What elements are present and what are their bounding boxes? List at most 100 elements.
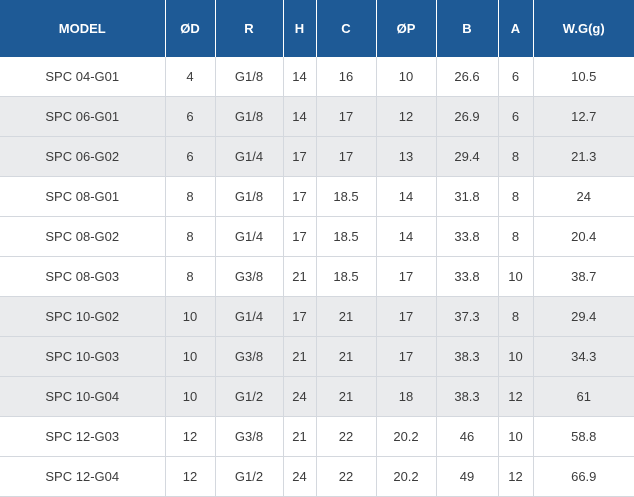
- cell-a: 12: [498, 376, 534, 417]
- cell-b: 33.8: [436, 256, 499, 297]
- table-row: SPC 10-G04 10 G1/2 24 21 18 38.3 12 61: [0, 376, 634, 417]
- cell-diameter-d: 10: [165, 376, 216, 417]
- cell-diameter-p: 20.2: [376, 416, 437, 457]
- cell-c: 17: [316, 136, 377, 177]
- cell-diameter-p: 17: [376, 336, 437, 377]
- cell-a: 10: [498, 256, 534, 297]
- cell-r: G1/4: [215, 216, 284, 257]
- cell-c: 21: [316, 296, 377, 337]
- cell-h: 21: [283, 336, 317, 377]
- cell-diameter-p: 14: [376, 176, 437, 217]
- cell-diameter-d: 12: [165, 416, 216, 457]
- table-row: SPC 10-G03 10 G3/8 21 21 17 38.3 10 34.3: [0, 336, 634, 377]
- cell-b: 46: [436, 416, 499, 457]
- table-row: SPC 08-G03 8 G3/8 21 18.5 17 33.8 10 38.7: [0, 256, 634, 297]
- cell-c: 22: [316, 416, 377, 457]
- header-weight: W.G(g): [533, 0, 634, 57]
- cell-h: 21: [283, 416, 317, 457]
- cell-model: SPC 08-G02: [0, 216, 166, 257]
- header-c: C: [316, 0, 377, 57]
- cell-diameter-d: 12: [165, 456, 216, 497]
- cell-diameter-p: 17: [376, 256, 437, 297]
- table-row: SPC 12-G03 12 G3/8 21 22 20.2 46 10 58.8: [0, 416, 634, 457]
- cell-r: G3/8: [215, 416, 284, 457]
- cell-model: SPC 08-G03: [0, 256, 166, 297]
- header-row: MODEL ØD R H C ØP B A W.G(g): [0, 0, 634, 57]
- cell-a: 12: [498, 456, 534, 497]
- cell-b: 38.3: [436, 336, 499, 377]
- cell-h: 24: [283, 456, 317, 497]
- cell-a: 10: [498, 416, 534, 457]
- cell-diameter-p: 12: [376, 96, 437, 137]
- cell-r: G1/2: [215, 456, 284, 497]
- table-row: SPC 06-G02 6 G1/4 17 17 13 29.4 8 21.3: [0, 136, 634, 177]
- cell-weight: 10.5: [533, 57, 634, 97]
- cell-r: G3/8: [215, 336, 284, 377]
- cell-diameter-p: 20.2: [376, 456, 437, 497]
- cell-weight: 66.9: [533, 456, 634, 497]
- cell-weight: 24: [533, 176, 634, 217]
- cell-a: 8: [498, 216, 534, 257]
- cell-a: 6: [498, 57, 534, 97]
- table-row: SPC 08-G02 8 G1/4 17 18.5 14 33.8 8 20.4: [0, 216, 634, 257]
- cell-diameter-p: 10: [376, 57, 437, 97]
- cell-weight: 20.4: [533, 216, 634, 257]
- header-model: MODEL: [0, 0, 166, 57]
- cell-h: 17: [283, 136, 317, 177]
- table-body: SPC 04-G01 4 G1/8 14 16 10 26.6 6 10.5 SPC 06-G01…: [0, 57, 634, 497]
- header-a: A: [498, 0, 534, 57]
- cell-diameter-p: 17: [376, 296, 437, 337]
- cell-model: SPC 10-G03: [0, 336, 166, 377]
- cell-h: 14: [283, 57, 317, 97]
- cell-model: SPC 10-G04: [0, 376, 166, 417]
- cell-weight: 29.4: [533, 296, 634, 337]
- cell-h: 17: [283, 296, 317, 337]
- cell-c: 18.5: [316, 216, 377, 257]
- cell-a: 8: [498, 176, 534, 217]
- cell-diameter-d: 8: [165, 216, 216, 257]
- header-h: H: [283, 0, 317, 57]
- cell-diameter-p: 18: [376, 376, 437, 417]
- cell-h: 17: [283, 176, 317, 217]
- cell-r: G1/2: [215, 376, 284, 417]
- cell-diameter-d: 4: [165, 57, 216, 97]
- table-header: MODEL ØD R H C ØP B A W.G(g): [0, 0, 634, 57]
- cell-diameter-d: 10: [165, 296, 216, 337]
- cell-h: 21: [283, 256, 317, 297]
- cell-weight: 34.3: [533, 336, 634, 377]
- cell-r: G1/8: [215, 176, 284, 217]
- cell-r: G3/8: [215, 256, 284, 297]
- cell-b: 33.8: [436, 216, 499, 257]
- cell-model: SPC 06-G02: [0, 136, 166, 177]
- cell-a: 8: [498, 136, 534, 177]
- cell-c: 18.5: [316, 256, 377, 297]
- cell-weight: 12.7: [533, 96, 634, 137]
- cell-c: 21: [316, 376, 377, 417]
- cell-c: 16: [316, 57, 377, 97]
- cell-diameter-p: 14: [376, 216, 437, 257]
- cell-b: 29.4: [436, 136, 499, 177]
- cell-b: 31.8: [436, 176, 499, 217]
- cell-c: 17: [316, 96, 377, 137]
- header-r: R: [215, 0, 284, 57]
- cell-c: 22: [316, 456, 377, 497]
- cell-h: 14: [283, 96, 317, 137]
- table-row: SPC 04-G01 4 G1/8 14 16 10 26.6 6 10.5: [0, 57, 634, 97]
- cell-weight: 38.7: [533, 256, 634, 297]
- table-row: SPC 10-G02 10 G1/4 17 21 17 37.3 8 29.4: [0, 296, 634, 337]
- cell-diameter-p: 13: [376, 136, 437, 177]
- table-row: SPC 12-G04 12 G1/2 24 22 20.2 49 12 66.9: [0, 456, 634, 497]
- cell-r: G1/4: [215, 136, 284, 177]
- cell-model: SPC 12-G04: [0, 456, 166, 497]
- cell-a: 10: [498, 336, 534, 377]
- cell-diameter-d: 8: [165, 176, 216, 217]
- cell-weight: 58.8: [533, 416, 634, 457]
- cell-b: 38.3: [436, 376, 499, 417]
- cell-b: 49: [436, 456, 499, 497]
- cell-r: G1/8: [215, 57, 284, 97]
- cell-diameter-d: 8: [165, 256, 216, 297]
- header-diameter-d: ØD: [165, 0, 216, 57]
- header-diameter-p: ØP: [376, 0, 437, 57]
- cell-b: 26.6: [436, 57, 499, 97]
